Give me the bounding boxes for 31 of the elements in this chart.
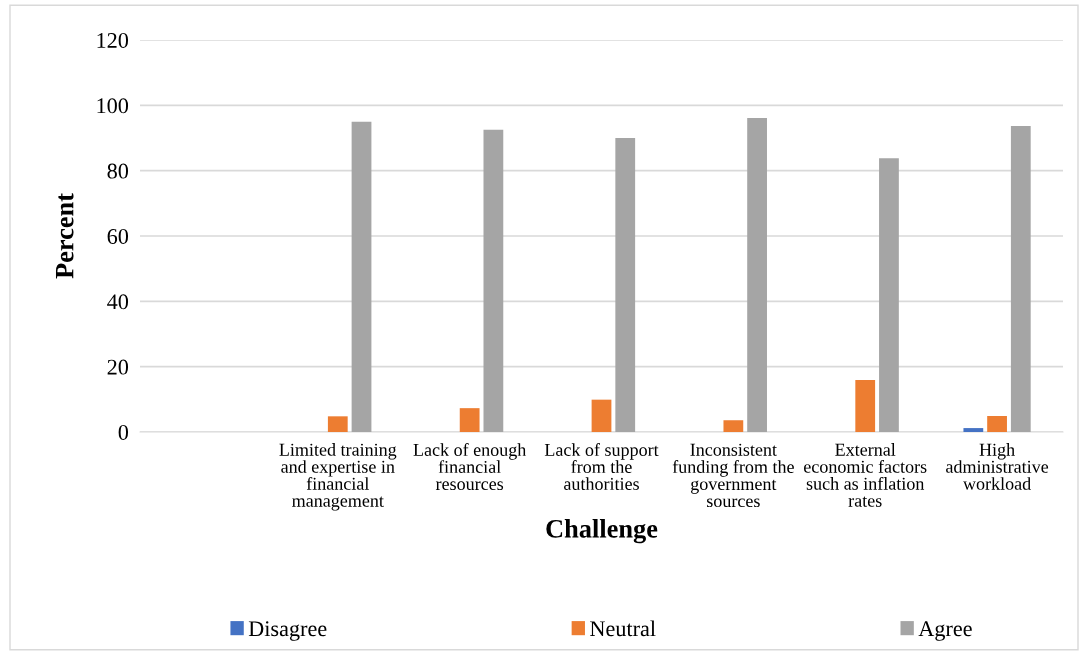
bar [1010,125,1031,432]
bar [351,121,372,432]
bar [879,158,899,432]
bar [855,380,876,432]
legend-label: Disagree [248,621,327,641]
legend-label: Agree [918,621,972,641]
bar [327,416,348,432]
bar [459,408,480,432]
x-axis-title: Challenge [546,519,658,544]
bar [723,420,744,432]
bar [483,129,504,432]
bar [987,415,1007,432]
y-tick-label: 60 [107,228,129,244]
bar [747,118,767,432]
bar [963,428,984,432]
y-tick-label: 120 [97,32,129,48]
x-tick-label: External economic factors such as inflation rates [804,443,927,507]
x-tick-label: Limited training and expertise in financial management [279,443,397,511]
y-axis-title: Percent [55,193,74,279]
bar [591,399,612,432]
bar [615,138,636,432]
x-tick-label: Inconsistent funding from the government sources [672,443,794,508]
y-tick-label: 40 [107,294,129,310]
y-tick-label: 100 [97,98,129,114]
x-tick-label: Lack of support from the authorities [544,443,659,490]
legend-label: Neutral [590,620,656,637]
x-tick-label: Lack of enough financial resources [413,443,527,491]
y-tick-label: 80 [107,163,129,179]
x-tick-label: High administrative workload [946,443,1049,490]
y-tick-label: 0 [118,424,129,440]
y-tick-label: 20 [107,359,129,375]
